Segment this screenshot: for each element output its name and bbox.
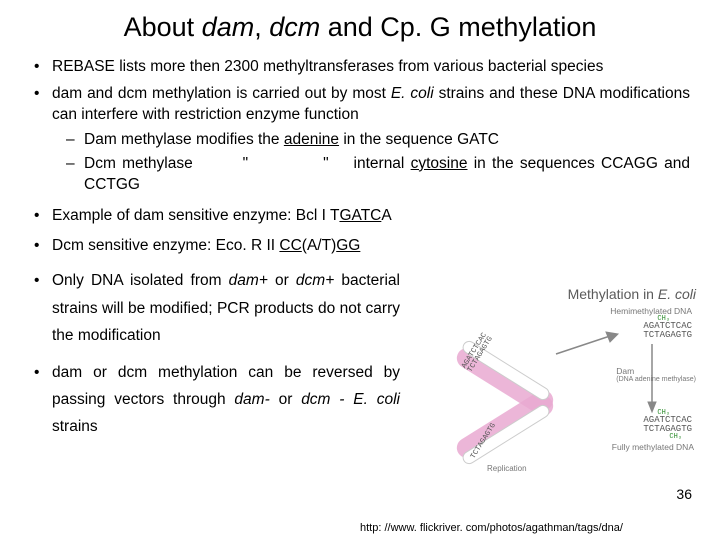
b5-mid1: or bbox=[268, 272, 296, 289]
b3-u: GATC bbox=[339, 207, 381, 224]
sub-list: Dam methylase modifies the adenine in th… bbox=[66, 130, 690, 196]
bullet-2: dam and dcm methylation is carried out b… bbox=[30, 84, 690, 196]
s2-u: cytosine bbox=[411, 155, 468, 172]
arrow-rep bbox=[552, 330, 622, 360]
sub-2: Dcm methylase " " internal cytosine in t… bbox=[66, 154, 690, 196]
title-mid1: , bbox=[254, 12, 269, 42]
me-1: CH₃ bbox=[657, 316, 670, 323]
me-3: CH₃ bbox=[669, 434, 682, 441]
lbl-full: Fully methylated DNA bbox=[612, 442, 694, 452]
b5-i1: dam+ bbox=[229, 272, 268, 289]
b2-pre: dam and dcm methylation is carried out b… bbox=[52, 85, 391, 102]
b4-u2: GG bbox=[336, 237, 360, 254]
b4-u: CC bbox=[279, 237, 301, 254]
sub-1: Dam methylase modifies the adenine in th… bbox=[66, 130, 690, 151]
seq-h2: TCTAGAGTG bbox=[643, 331, 692, 340]
s2-pre: Dcm methylase " " internal bbox=[84, 155, 411, 172]
b4-mid: (A/T) bbox=[302, 237, 336, 254]
s1-pre: Dam methylase modifies the bbox=[84, 131, 284, 148]
b1-text: REBASE lists more then 2300 methyltransf… bbox=[52, 58, 603, 75]
figure-title: Methylation in E. coli bbox=[568, 286, 696, 302]
b2-ecoli: E. coli bbox=[391, 85, 434, 102]
b5-pre: Only DNA isolated from bbox=[52, 272, 229, 289]
fig-title-i: E. coli bbox=[658, 286, 696, 302]
slide-title: About dam, dcm and Cp. G methylation bbox=[30, 12, 690, 43]
page-number: 36 bbox=[676, 486, 692, 502]
b3-pre: Example of dam sensitive enzyme: Bcl I T bbox=[52, 207, 339, 224]
s1-post: in the sequence GATC bbox=[339, 131, 499, 148]
bullet-1: REBASE lists more then 2300 methyltransf… bbox=[30, 57, 690, 78]
title-rest: and Cp. G methylation bbox=[320, 12, 596, 42]
seq-hemi: CH₃ AGATCTCAC TCTAGAGTG bbox=[643, 322, 692, 341]
bullet-4: Dcm sensitive enzyme: Eco. R II CC(A/T)G… bbox=[30, 236, 690, 257]
b6-mid: or bbox=[270, 391, 301, 408]
seq-full: CH₃ AGATCTCAC TCTAGAGTG CH₃ bbox=[643, 416, 692, 435]
bullet-6: dam or dcm methylation can be reversed b… bbox=[30, 359, 400, 440]
bullet-3: Example of dam sensitive enzyme: Bcl I T… bbox=[30, 206, 690, 227]
b3-post: A bbox=[381, 207, 391, 224]
title-dam: dam bbox=[202, 12, 255, 42]
lbl-hemi: Hemimethylated DNA bbox=[610, 306, 692, 316]
fig-title-pre: Methylation in bbox=[568, 286, 658, 302]
b6-i1: dam- bbox=[234, 391, 269, 408]
source-url: http: //www. flickriver. com/photos/agat… bbox=[360, 522, 623, 534]
b6-i2: dcm - E. coli bbox=[301, 391, 400, 408]
title-pre: About bbox=[124, 12, 202, 42]
lbl-rep: Replication bbox=[487, 464, 527, 473]
methylation-figure: Methylation in E. coli CH₃ AGATCTCAC TCT… bbox=[402, 286, 702, 496]
arrow-dam bbox=[642, 342, 662, 414]
s1-u: adenine bbox=[284, 131, 339, 148]
b5-i2: dcm+ bbox=[296, 272, 334, 289]
b4-pre: Dcm sensitive enzyme: Eco. R II bbox=[52, 237, 279, 254]
b6-post: strains bbox=[52, 418, 98, 435]
seq-f2: TCTAGAGTG bbox=[643, 424, 692, 434]
title-dcm: dcm bbox=[269, 12, 320, 42]
bullet-5: Only DNA isolated from dam+ or dcm+ bact… bbox=[30, 267, 400, 348]
